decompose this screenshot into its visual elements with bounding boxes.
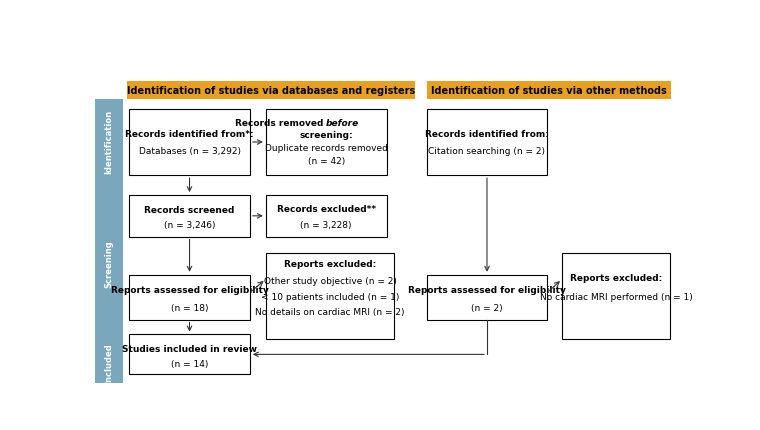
Text: < 10 patients included (n = 1): < 10 patients included (n = 1) — [261, 292, 399, 301]
FancyBboxPatch shape — [129, 275, 250, 320]
FancyBboxPatch shape — [95, 100, 123, 184]
Text: Records excluded**: Records excluded** — [277, 204, 375, 213]
FancyBboxPatch shape — [129, 335, 250, 375]
Text: (n = 14): (n = 14) — [171, 359, 208, 368]
FancyBboxPatch shape — [426, 110, 547, 176]
Text: Duplicate records removed: Duplicate records removed — [264, 144, 388, 153]
Text: No details on cardiac MRI (n = 2): No details on cardiac MRI (n = 2) — [255, 307, 405, 316]
FancyBboxPatch shape — [95, 184, 123, 343]
Text: Reports assessed for eligibility: Reports assessed for eligibility — [408, 286, 566, 294]
Text: (n = 18): (n = 18) — [171, 303, 208, 312]
Text: (n = 2): (n = 2) — [471, 303, 503, 312]
Text: Identification of studies via databases and registers: Identification of studies via databases … — [127, 86, 415, 95]
Text: Citation searching (n = 2): Citation searching (n = 2) — [429, 147, 546, 156]
Text: Records identified from:: Records identified from: — [425, 129, 549, 138]
FancyBboxPatch shape — [266, 254, 394, 340]
Text: Reports excluded:: Reports excluded: — [570, 273, 662, 282]
Text: (n = 3,228): (n = 3,228) — [300, 221, 352, 230]
Text: (n = 42): (n = 42) — [308, 157, 345, 166]
Text: Studies included in review: Studies included in review — [122, 344, 257, 353]
Text: before: before — [326, 118, 359, 127]
Text: screening:: screening: — [299, 130, 353, 139]
FancyBboxPatch shape — [266, 196, 387, 237]
Text: Included: Included — [105, 343, 114, 383]
FancyBboxPatch shape — [129, 196, 250, 237]
Text: Records identified from*:: Records identified from*: — [125, 129, 254, 138]
FancyBboxPatch shape — [266, 110, 387, 176]
Text: Records removed: Records removed — [235, 118, 326, 127]
Text: Reports assessed for eligibility: Reports assessed for eligibility — [111, 286, 268, 294]
FancyBboxPatch shape — [129, 110, 250, 176]
Text: Other study objective (n = 2): Other study objective (n = 2) — [264, 276, 397, 286]
Text: Screening: Screening — [105, 240, 114, 287]
Text: Databases (n = 3,292): Databases (n = 3,292) — [138, 147, 240, 156]
Text: Records screened: Records screened — [144, 206, 235, 215]
Text: Identification of studies via other methods: Identification of studies via other meth… — [431, 86, 667, 95]
FancyBboxPatch shape — [562, 254, 670, 340]
FancyBboxPatch shape — [426, 275, 547, 320]
FancyBboxPatch shape — [128, 81, 415, 100]
Text: No cardiac MRI performed (n = 1): No cardiac MRI performed (n = 1) — [540, 292, 692, 301]
FancyBboxPatch shape — [426, 81, 671, 100]
Text: (n = 3,246): (n = 3,246) — [164, 221, 215, 230]
Text: Identification: Identification — [105, 110, 114, 174]
FancyBboxPatch shape — [95, 343, 123, 383]
Text: Reports excluded:: Reports excluded: — [284, 259, 376, 268]
